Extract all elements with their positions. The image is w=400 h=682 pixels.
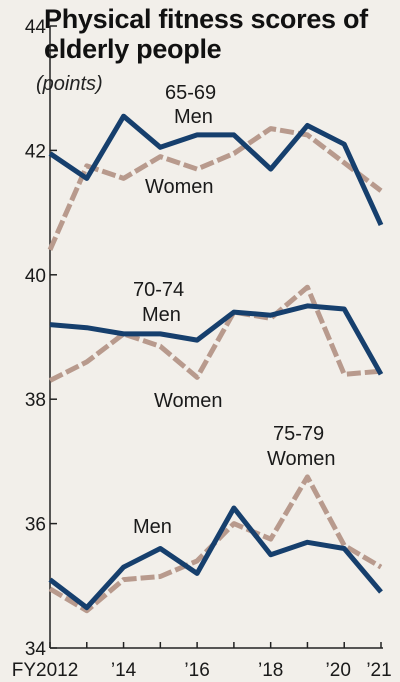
series-line-men (48, 505, 383, 611)
series-line-women (47, 126, 383, 251)
y-axis-unit-label: (points) (36, 73, 103, 95)
y-tick-label: 40 (25, 266, 46, 287)
series-line-women (48, 284, 382, 383)
series-lines (47, 113, 384, 614)
x-tick-label: ’16 (184, 660, 209, 681)
x-tick-label: ’21 (366, 660, 391, 681)
annotation-65-69-women: Women (145, 176, 214, 198)
series-line-men (49, 303, 384, 376)
x-tick-label: FY2012 (12, 660, 79, 681)
chart-title: Physical fitness scores of elderly peopl… (44, 4, 368, 64)
axes: 34 36 38 40 42 44 FY2012 ’14 ’16 ’18 ’20 ’21 (12, 17, 392, 681)
annotation-65-69-men: Men (174, 106, 213, 128)
series-line-men (48, 113, 384, 227)
annotation-70-74-men: Men (142, 304, 181, 326)
y-tick-label: 36 (25, 515, 46, 536)
y-tick-label: 42 (25, 141, 46, 162)
annotation-70-74-women: Women (154, 390, 223, 412)
y-tick-label: 44 (25, 17, 47, 38)
x-tick-label: ’18 (258, 660, 283, 681)
y-tick-label: 34 (25, 639, 47, 660)
annotation-75-79-women: Women (267, 448, 336, 470)
annotation-70-74: 70-74 (133, 279, 184, 301)
annotation-75-79: 75-79 (273, 423, 324, 445)
annotation-75-79-men: Men (133, 516, 172, 538)
x-tick-label: ’20 (326, 660, 351, 681)
annotation-65-69: 65-69 (165, 82, 216, 104)
y-tick-label: 38 (25, 390, 46, 411)
x-tick-label: ’14 (111, 660, 137, 681)
